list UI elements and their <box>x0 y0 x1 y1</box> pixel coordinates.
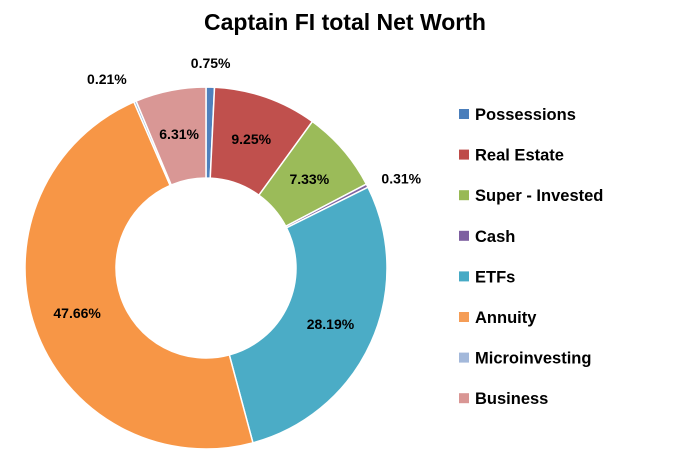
slice-annuity <box>24 100 254 450</box>
legend-label-business: Business <box>475 390 548 408</box>
slice-etfs <box>228 186 388 444</box>
legend-swatch-etfs <box>459 271 469 282</box>
data-label-annuity: 47.66% <box>53 305 101 321</box>
legend-label-cash: Cash <box>475 228 515 246</box>
legend-swatch-microinvesting <box>459 352 469 363</box>
donut-slices <box>24 86 388 450</box>
chart-title: Captain FI total Net Worth <box>204 9 486 35</box>
legend-swatch-possessions <box>459 109 469 119</box>
legend-label-real-estate: Real Estate <box>475 147 564 165</box>
legend-swatch-super-invested <box>459 190 469 201</box>
slice-business <box>135 86 207 186</box>
legend-label-super-invested: Super - Invested <box>475 187 603 205</box>
data-labels: 0.75% 9.25% 7.33% 0.31% 28.19% 47.66% 0.21% 6.3… <box>53 55 421 332</box>
data-label-super-invested: 7.33% <box>289 171 329 187</box>
legend: Possessions Real Estate Super - Invested Ca… <box>459 106 603 408</box>
legend-label-possessions: Possessions <box>475 106 576 124</box>
data-label-microinvesting: 0.21% <box>87 71 127 87</box>
data-label-business: 6.31% <box>159 126 199 142</box>
legend-label-etfs: ETFs <box>475 268 515 286</box>
legend-label-microinvesting: Microinvesting <box>475 350 591 368</box>
legend-label-annuity: Annuity <box>475 309 537 327</box>
data-label-cash: 0.31% <box>381 170 421 186</box>
legend-swatch-real-estate <box>459 149 469 160</box>
data-label-real-estate: 9.25% <box>231 131 271 147</box>
data-label-possessions: 0.75% <box>191 55 231 71</box>
legend-swatch-cash <box>459 230 469 241</box>
legend-swatch-business <box>459 393 469 404</box>
data-label-etfs: 28.19% <box>307 316 355 332</box>
legend-swatch-annuity <box>459 312 469 322</box>
